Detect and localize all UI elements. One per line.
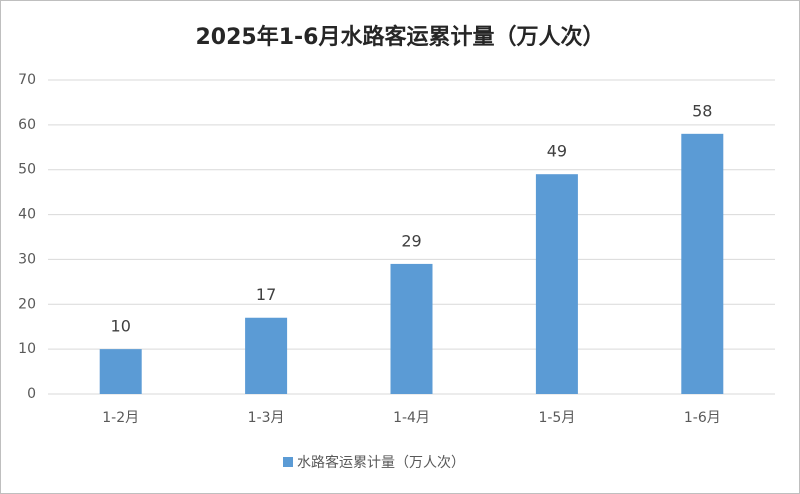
y-tick-label: 40	[18, 207, 36, 223]
x-tick-label: 1-2月	[102, 410, 139, 426]
y-tick-label: 60	[18, 117, 36, 133]
y-tick-label: 20	[18, 296, 36, 312]
legend-label: 水路客运累计量（万人次）	[297, 454, 465, 471]
y-tick-label: 30	[18, 251, 36, 267]
legend-marker	[283, 457, 293, 467]
bar	[535, 174, 578, 394]
bar	[245, 317, 288, 394]
data-label: 10	[111, 317, 131, 336]
chart-title: 2025年1-6月水路客运累计量（万人次）	[196, 24, 605, 50]
data-label: 49	[547, 142, 567, 161]
x-tick-label: 1-4月	[393, 410, 430, 426]
x-tick-label: 1-6月	[684, 410, 721, 426]
y-tick-label: 70	[18, 72, 36, 88]
y-tick-label: 0	[27, 386, 36, 402]
data-label: 29	[401, 231, 421, 250]
x-tick-label: 1-5月	[538, 410, 575, 426]
y-tick-label: 10	[18, 341, 36, 357]
bar	[681, 133, 724, 395]
bar	[390, 263, 433, 394]
y-tick-label: 50	[18, 162, 36, 178]
data-label: 58	[692, 101, 712, 120]
data-label: 17	[256, 285, 276, 304]
x-tick-label: 1-3月	[248, 410, 285, 426]
bar	[99, 349, 142, 394]
